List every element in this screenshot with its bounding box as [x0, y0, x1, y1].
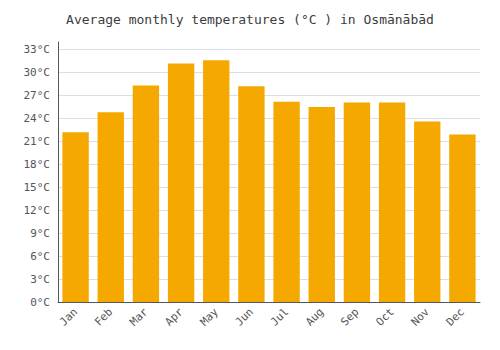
- svg-text:Feb: Feb: [92, 305, 115, 328]
- svg-text:Jul: Jul: [268, 305, 291, 328]
- svg-text:24°C: 24°C: [24, 112, 51, 125]
- svg-text:12°C: 12°C: [24, 204, 51, 217]
- svg-text:21°C: 21°C: [24, 135, 51, 148]
- svg-text:Oct: Oct: [373, 305, 396, 328]
- svg-text:Nov: Nov: [409, 305, 432, 328]
- svg-text:Dec: Dec: [444, 305, 467, 328]
- svg-text:30°C: 30°C: [24, 66, 51, 79]
- svg-text:Jun: Jun: [233, 305, 256, 328]
- svg-text:27°C: 27°C: [24, 89, 51, 102]
- svg-text:6°C: 6°C: [30, 250, 50, 263]
- svg-text:May: May: [198, 305, 221, 328]
- svg-text:18°C: 18°C: [24, 158, 51, 171]
- svg-text:Mar: Mar: [127, 305, 150, 328]
- svg-text:15°C: 15°C: [24, 181, 51, 194]
- svg-text:9°C: 9°C: [30, 227, 50, 240]
- svg-text:Jan: Jan: [57, 305, 80, 328]
- svg-text:Apr: Apr: [162, 305, 185, 328]
- svg-text:33°C: 33°C: [24, 43, 51, 56]
- svg-text:Average monthly temperatures (: Average monthly temperatures (°C ) in Os…: [66, 12, 434, 27]
- svg-text:Aug: Aug: [303, 305, 326, 328]
- svg-text:3°C: 3°C: [30, 273, 50, 286]
- svg-text:Sep: Sep: [338, 305, 361, 328]
- svg-text:0°C: 0°C: [30, 296, 50, 309]
